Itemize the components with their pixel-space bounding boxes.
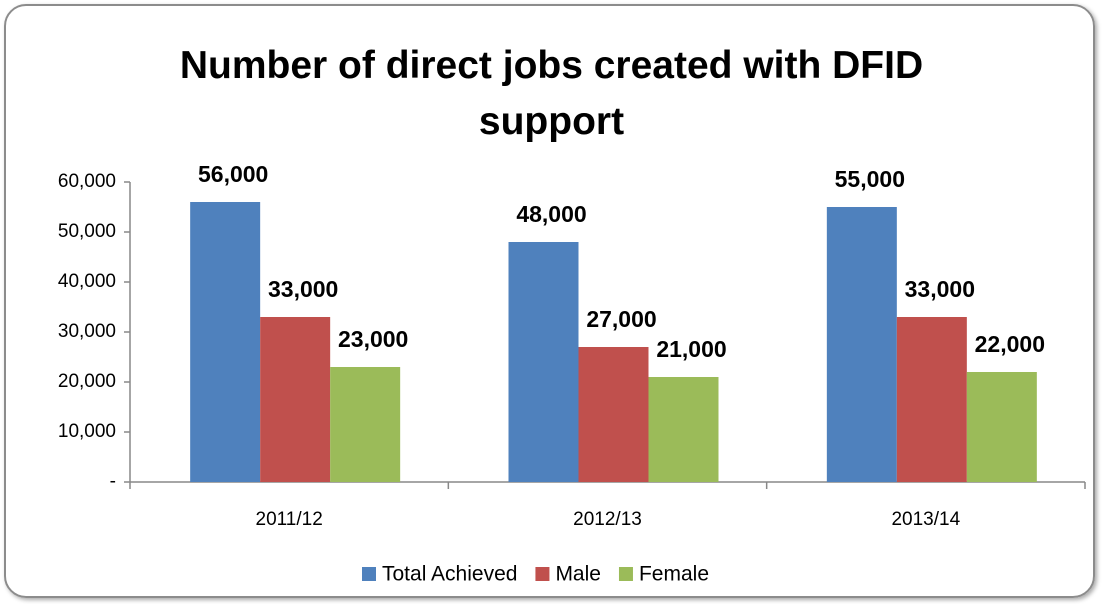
y-tick-label: 20,000 [58,371,116,392]
bar [330,367,401,482]
x-tick-label: 2011/12 [256,509,323,530]
data-label: 56,000 [198,161,268,187]
bar [190,202,261,482]
bar [508,242,579,482]
x-tick-label: 2013/14 [891,509,960,530]
data-label: 55,000 [835,166,905,192]
legend-label: Total Achieved [382,563,517,586]
bar [896,317,967,482]
data-label: 23,000 [338,326,408,352]
bar [826,207,897,482]
legend-label: Male [555,563,601,586]
legend-swatch [535,567,550,581]
data-label: 48,000 [516,201,586,227]
data-label: 27,000 [586,306,656,332]
bar [648,377,719,482]
bar [260,317,331,482]
bar [966,372,1037,482]
legend-swatch [618,567,633,581]
y-tick-label: - [110,471,116,492]
data-label: 33,000 [905,276,975,302]
y-tick-label: 10,000 [58,421,116,442]
chart-frame [4,4,1095,598]
chart-title: Number of direct jobs created with DFID … [179,44,924,143]
x-tick-label: 2012/13 [573,509,642,530]
legend-swatch [362,567,376,581]
y-tick-label: 50,000 [58,221,116,242]
y-tick-label: 40,000 [58,271,116,292]
data-label: 33,000 [268,276,338,302]
data-label: 22,000 [975,331,1045,357]
y-tick-label: 60,000 [58,171,116,192]
y-tick-label: 30,000 [58,321,116,342]
legend-label: Female [639,563,709,586]
bar [578,347,649,482]
data-label: 21,000 [656,336,726,362]
